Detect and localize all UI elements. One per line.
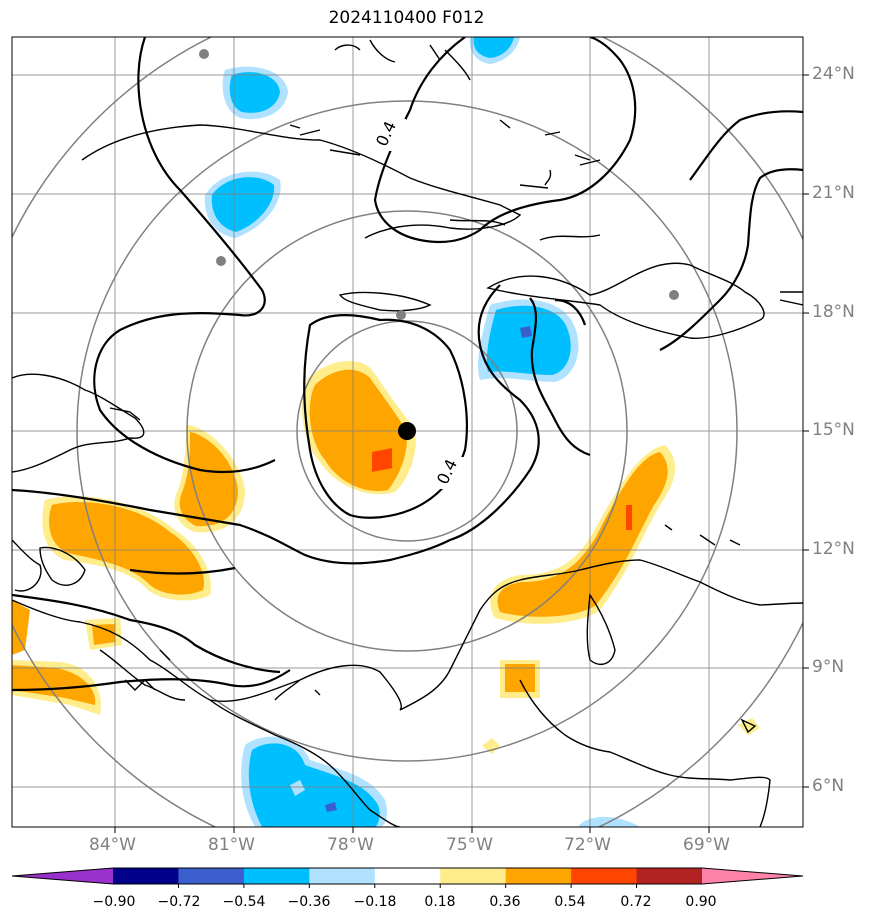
lon-label: 81°W [208,835,255,855]
graticule [12,37,803,827]
tick-marks [114,74,809,833]
negative-anomaly-shading [204,37,640,827]
coastlines [12,39,803,827]
range-rings [12,37,803,827]
colorbar-segment [243,868,310,884]
lat-label: 18°N [812,302,855,322]
lon-label: 84°W [89,835,136,855]
colorbar-tick-label: 0.36 [489,894,521,910]
lon-label: 72°W [564,835,611,855]
colorbar-segment [636,868,703,884]
colorbar-extend-low [12,868,113,884]
colorbar-segment [309,868,376,884]
lon-label: 69°W [683,835,730,855]
colorbar-tick-label: 0.54 [554,894,586,910]
storm-center-marker [398,422,416,440]
colorbar-tick-label: −0.36 [287,894,331,910]
colorbar-segment [178,868,245,884]
colorbar-segment [440,868,507,884]
lat-label: 12°N [812,539,855,559]
contour-label-bg [376,119,406,151]
lat-label: 9°N [812,657,845,677]
colorbar-tick-label: 0.72 [620,894,652,910]
map-title: 2024110400 F012 [328,8,485,28]
plot-frame [11,36,804,828]
colorbar-segment [113,868,179,884]
colorbar-extend-high [702,868,803,884]
colorbar-segment [374,868,441,884]
colorbar-segment [505,868,572,884]
colorbar-tick-label: 0.18 [424,894,456,910]
lat-label: 15°N [812,420,855,440]
lat-label: 21°N [812,183,855,203]
colorbar-tick-label: 0.90 [685,894,717,910]
contour-label-bg [437,457,467,489]
colorbar [11,867,804,888]
lon-label: 78°W [327,835,374,855]
colorbar-tick-label: −0.54 [222,894,266,910]
lat-label: 6°N [812,776,845,796]
colorbar-outline [11,867,804,885]
lat-label: 24°N [812,64,855,84]
colorbar-segment [571,868,638,884]
grey-points [199,49,679,320]
lon-label: 75°W [446,835,493,855]
colorbar-tick-label: −0.72 [157,894,201,910]
colorbar-tick-label: −0.90 [92,894,136,910]
colorbar-tick-label: −0.18 [353,894,397,910]
